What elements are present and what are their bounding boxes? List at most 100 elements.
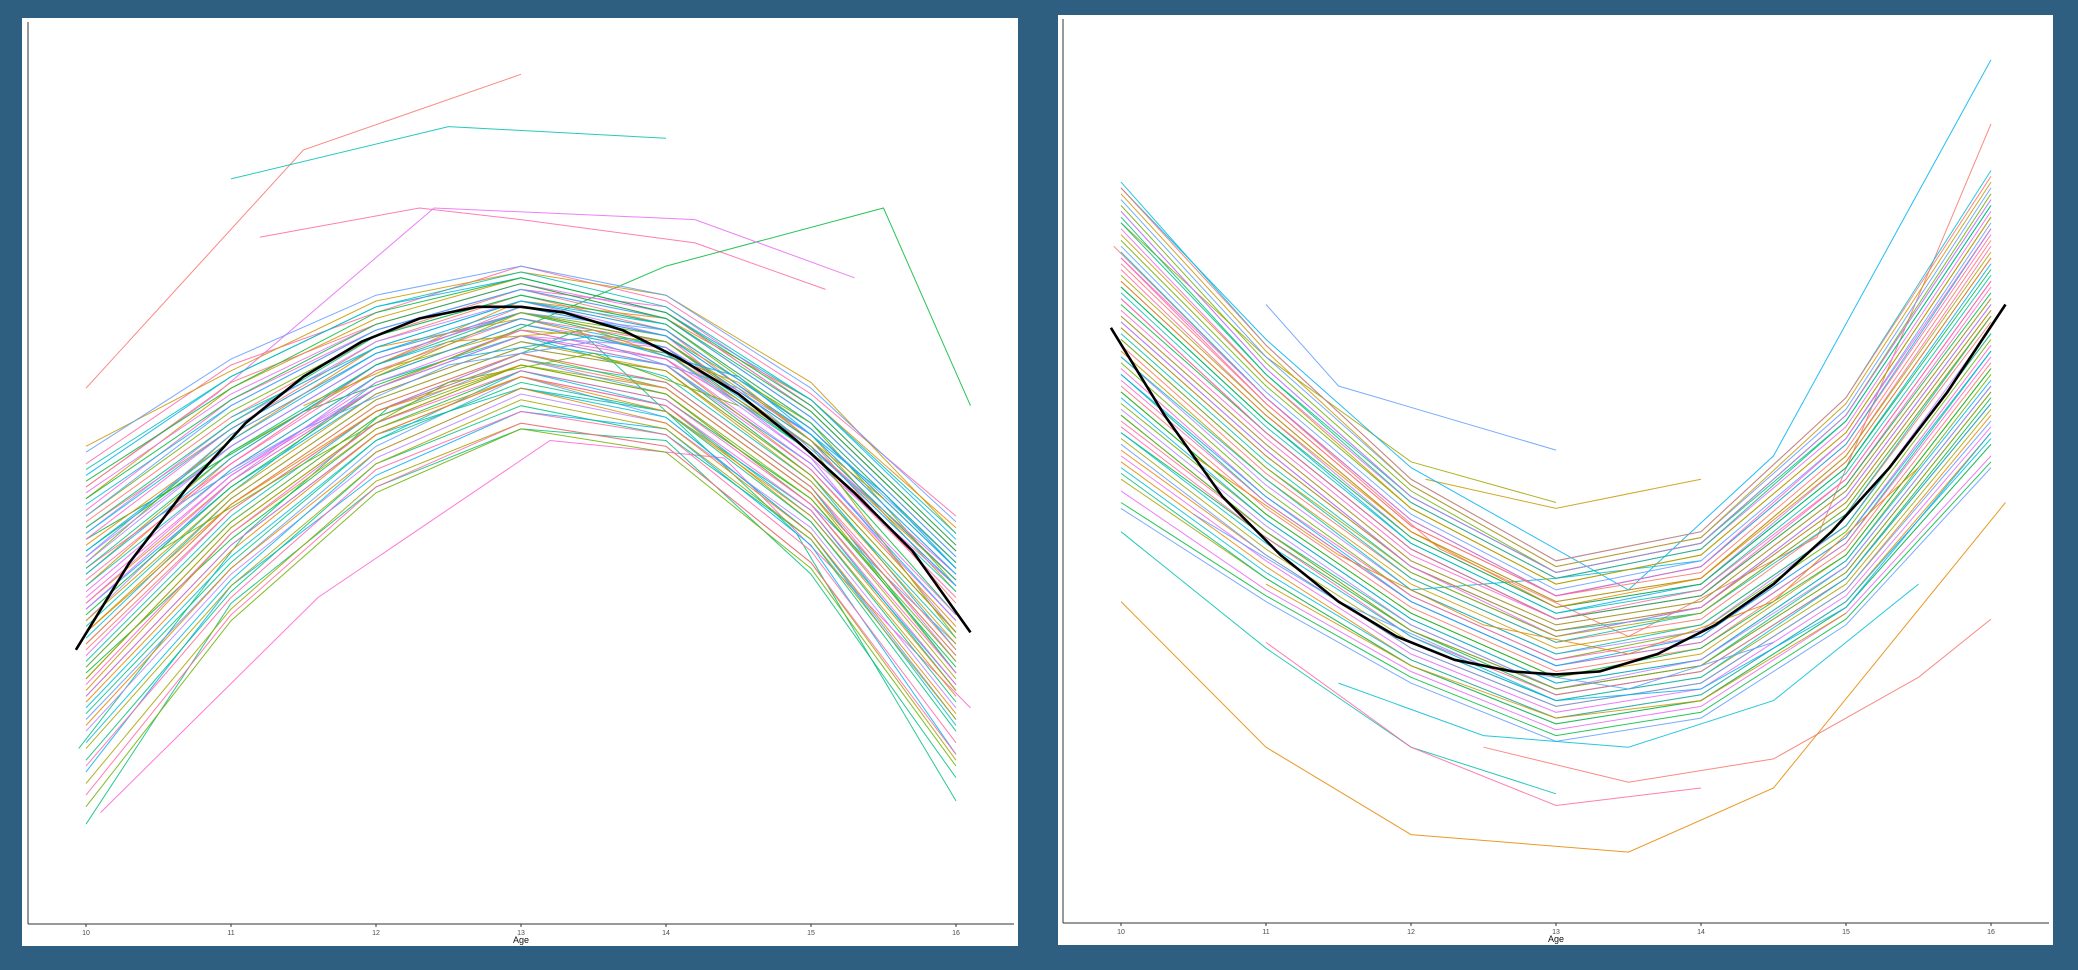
trajectory-line [375, 312, 957, 639]
trajectory-line [1120, 502, 2006, 853]
trajectory-line [85, 283, 957, 552]
trajectory-line [1120, 228, 1992, 597]
x-tick-label: 13 [1552, 929, 1560, 936]
trajectory-line [1265, 641, 1702, 807]
x-tick-label: 15 [1842, 929, 1850, 936]
trajectory-line [448, 335, 957, 569]
trajectory-line [1193, 455, 1919, 655]
x-tick-label: 10 [82, 930, 90, 937]
trajectory-line [1120, 309, 1992, 632]
trajectory-line [1120, 362, 1992, 673]
trajectory-line [1120, 199, 1992, 574]
trajectory-line [1483, 618, 1992, 783]
trajectory-line [158, 352, 739, 552]
trajectory-line [303, 329, 884, 500]
trajectory-line [1120, 315, 1992, 632]
trajectory-line [1120, 321, 1992, 643]
trajectory-line [1120, 222, 1992, 591]
trajectory-line [1120, 59, 1992, 591]
x-axis-ticks: 10 11 12 13 14 15 16 [1117, 923, 1995, 936]
x-tick-label: 12 [1407, 929, 1415, 936]
trajectory-line [85, 410, 957, 767]
trajectory-line [85, 358, 957, 656]
x-tick-label: 10 [1117, 929, 1125, 936]
trajectory-line [85, 294, 957, 563]
x-tick-label: 14 [1697, 929, 1705, 936]
trajectory-line [1120, 426, 1992, 713]
trajectory-line [85, 341, 957, 633]
x-tick-label: 11 [1262, 929, 1269, 936]
x-tick-label: 13 [517, 930, 525, 937]
trajectory-line [1120, 420, 1992, 707]
x-tick-label: 11 [227, 930, 234, 937]
trajectory-line [1120, 391, 1992, 690]
trajectory-line [1120, 298, 1992, 626]
trajectory-line [230, 126, 667, 180]
trajectory-line [158, 341, 884, 517]
trajectory-line [85, 265, 957, 523]
mean-curve-layer [1109, 303, 2007, 676]
x-tick-label: 12 [372, 930, 380, 937]
trajectory-line [1120, 176, 1992, 562]
trajectory-line [1120, 216, 1992, 585]
trajectory-line [1120, 257, 1992, 608]
trajectory-line [85, 399, 957, 749]
trajectory-line [85, 277, 957, 546]
trajectory-line [85, 329, 957, 616]
trajectory-line [1120, 350, 1992, 667]
axes: 10 11 12 13 14 15 16 Age [27, 22, 1014, 945]
trajectory-line [85, 422, 957, 784]
trajectory-line [85, 393, 957, 732]
x-tick-label: 16 [952, 930, 960, 937]
trajectory-line [1120, 199, 1992, 574]
trajectory-layer [1113, 59, 2006, 853]
trajectory-line [1120, 333, 1992, 655]
trajectory-line [100, 439, 971, 813]
trajectory-line [1120, 251, 1992, 603]
trajectory-line [85, 288, 957, 558]
trajectory-line [1113, 123, 1992, 638]
trajectory-line [1120, 181, 1992, 568]
line-chart-left: 10 11 12 13 14 15 16 Age [27, 22, 1014, 945]
line-chart-right: 10 11 12 13 14 15 16 Age [1062, 19, 2049, 944]
mean-curve-line [1109, 303, 2007, 676]
chart-panel-right: 10 11 12 13 14 15 16 Age [1058, 15, 2053, 945]
trajectory-line [259, 207, 826, 290]
trajectory-line [1120, 216, 1992, 585]
trajectory-line [1338, 583, 1919, 748]
trajectory-line [1265, 583, 1847, 719]
trajectory-line [1120, 280, 1992, 620]
trajectory-line [85, 381, 957, 715]
trajectory-line [1120, 205, 1992, 579]
mean-curve-line [74, 305, 972, 651]
x-axis-title: Age [513, 935, 529, 945]
x-tick-label: 14 [662, 930, 670, 937]
trajectory-line [1120, 275, 1992, 614]
axes: 10 11 12 13 14 15 16 Age [1062, 19, 2049, 944]
trajectory-line [1410, 432, 1992, 702]
x-tick-label: 15 [807, 930, 815, 937]
x-tick-label: 16 [1987, 929, 1995, 936]
trajectory-line [85, 376, 957, 703]
chart-panel-left: 10 11 12 13 14 15 16 Age [22, 18, 1018, 946]
trajectory-line [1120, 391, 1992, 690]
trajectory-line [1120, 228, 1992, 597]
trajectory-layer [78, 73, 971, 825]
trajectory-line [85, 364, 522, 633]
trajectory-line [85, 73, 522, 389]
trajectory-line [230, 300, 667, 418]
trajectory-line [85, 422, 957, 796]
x-axis-title: Age [1548, 934, 1564, 944]
trajectory-line [1120, 379, 1992, 684]
trajectory-line [1425, 478, 1702, 509]
x-axis-ticks: 10 11 12 13 14 15 16 [82, 924, 960, 937]
trajectory-line [1120, 531, 1557, 795]
trajectory-line [85, 387, 957, 726]
mean-curve-layer [74, 305, 972, 651]
trajectory-line [1120, 315, 1992, 638]
trajectory-line [85, 271, 957, 534]
trajectory-line [85, 428, 957, 808]
trajectory-line [1265, 304, 1557, 451]
trajectory-line [1120, 461, 1992, 737]
